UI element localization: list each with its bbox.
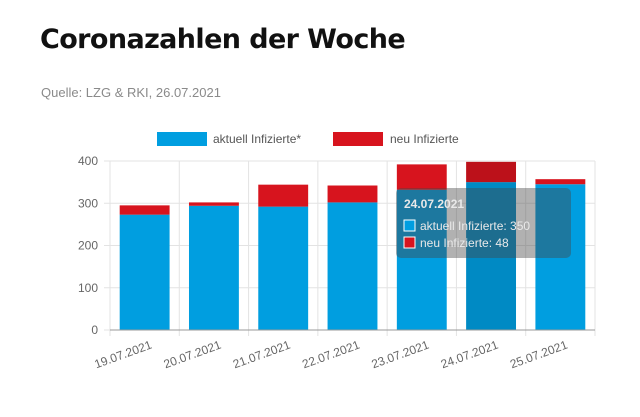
bar-active-4 <box>327 202 378 330</box>
legend: aktuell Infizierte* neu Infizierte <box>157 132 459 146</box>
legend-label: aktuell Infizierte* <box>213 132 301 146</box>
legend-swatch <box>157 132 207 146</box>
x-tick-label: 22.07.2021 <box>300 338 362 372</box>
bar-active-6 <box>466 182 517 330</box>
bar-new-2 <box>188 202 239 206</box>
bar-new-6 <box>466 161 517 183</box>
bar-active-3 <box>258 206 309 330</box>
bar-active-1 <box>119 214 170 330</box>
bar-new-4 <box>327 185 378 203</box>
tooltip-swatch <box>403 236 416 249</box>
bar-highlight <box>466 161 517 183</box>
y-tick-label: 300 <box>78 196 98 210</box>
y-tick-label: 200 <box>78 239 98 253</box>
bar-active-2 <box>188 205 239 330</box>
x-tick-label: 21.07.2021 <box>231 338 293 372</box>
tooltip-title: 24.07.2021 <box>404 197 464 211</box>
bar-new-3 <box>258 184 309 207</box>
y-tick-label: 400 <box>78 154 98 168</box>
x-tick-label: 20.07.2021 <box>162 338 224 372</box>
legend-swatch <box>333 132 383 146</box>
bar-active-5 <box>396 189 447 330</box>
tooltip: 24.07.2021 aktuell Infizierte: 350 neu Inf… <box>396 188 571 258</box>
x-tick-label: 24.07.2021 <box>439 338 501 372</box>
x-tick-label: 25.07.2021 <box>508 338 570 372</box>
bars-layer <box>119 161 586 330</box>
tooltip-swatch <box>403 219 416 232</box>
bar-new-1 <box>119 205 170 215</box>
y-tick-label: 0 <box>91 323 98 337</box>
source-note: Quelle: LZG & RKI, 26.07.2021 <box>41 85 221 100</box>
x-tick-label: 19.07.2021 <box>92 338 154 372</box>
bar-active-7 <box>535 184 586 330</box>
x-tick-label: 23.07.2021 <box>370 338 432 372</box>
tooltip-line: aktuell Infizierte: 350 <box>420 219 530 233</box>
page-title: Coronazahlen der Woche <box>40 24 406 55</box>
legend-label: neu Infizierte <box>390 132 459 146</box>
bar-new-7 <box>535 179 586 185</box>
y-tick-label: 100 <box>78 281 98 295</box>
bar-new-5 <box>396 164 447 190</box>
tooltip-box <box>396 188 571 258</box>
bar-highlight <box>466 182 517 330</box>
tooltip-line: neu Infizierte: 48 <box>420 236 509 250</box>
